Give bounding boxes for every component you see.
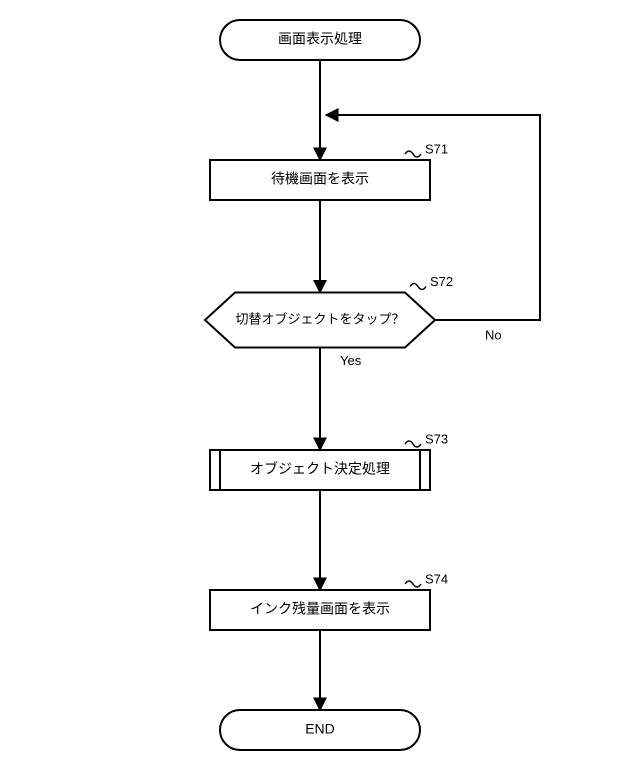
label-yes: Yes: [340, 353, 362, 368]
step-s74: S74: [425, 571, 448, 586]
step-s72: S72: [430, 274, 453, 289]
svg-text:切替オブジェクトをタップ？: 切替オブジェクトをタップ？: [235, 311, 404, 326]
flowchart-canvas: 画面表示処理待機画面を表示切替オブジェクトをタップ？ オブジェクト決定処理インク残…: [0, 0, 640, 768]
label-no: No: [485, 327, 502, 342]
svg-text:オブジェクト決定処理: オブジェクト決定処理: [250, 461, 390, 477]
svg-text:インク残量画面を表示: インク残量画面を表示: [250, 601, 390, 617]
svg-text:END: END: [305, 721, 335, 737]
step-s73: S73: [425, 431, 448, 446]
svg-text:待機画面を表示: 待機画面を表示: [271, 171, 369, 187]
step-s71: S71: [425, 141, 448, 156]
labels: S71 S72 S73 S74 Yes No: [340, 141, 502, 587]
svg-text:画面表示処理: 画面表示処理: [278, 31, 362, 47]
